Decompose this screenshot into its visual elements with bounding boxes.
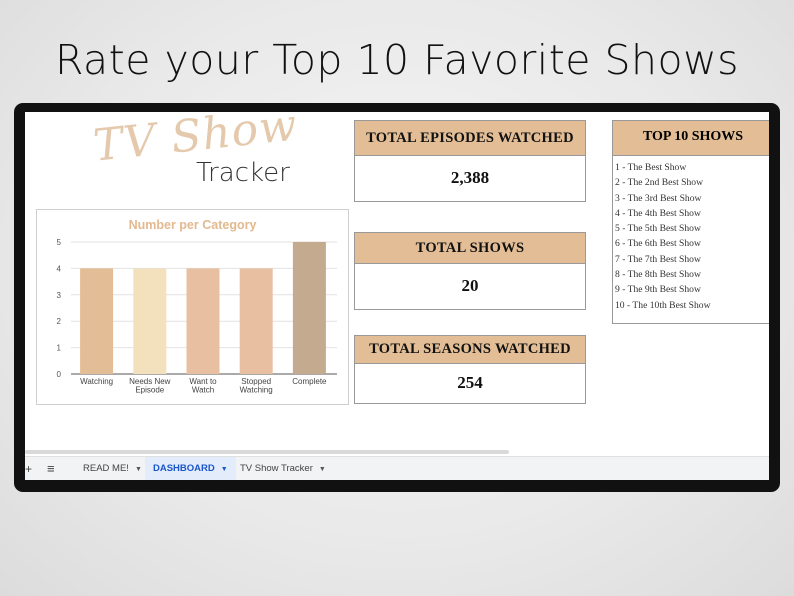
- top10-item: 8 - The 8th Best Show: [615, 269, 701, 281]
- y-tick-label: 1: [57, 344, 62, 353]
- caret-down-icon: ▼: [220, 466, 228, 473]
- y-tick-label: 2: [57, 317, 62, 326]
- top10-item: 9 - The 9th Best Show: [615, 284, 701, 296]
- category-chart[interactable]: Number per Category 0 1 2 3 4 5 Watching Needs …: [36, 209, 349, 405]
- top10-item: 6 - The 6th Best Show: [615, 238, 701, 250]
- x-tick-label: Want to: [189, 377, 217, 386]
- tab-dashboard[interactable]: DASHBOARD ▼: [145, 457, 236, 480]
- tab-read-me[interactable]: READ ME! ▼: [75, 457, 150, 480]
- y-tick-label: 3: [57, 291, 62, 300]
- tab-label: DASHBOARD: [153, 463, 215, 474]
- total-seasons-label: TOTAL SEASONS WATCHED: [355, 336, 585, 364]
- tab-label: TV Show Tracker: [240, 463, 313, 474]
- top10-list: 1 - The Best Show 2 - The 2nd Best Show …: [613, 156, 769, 313]
- bar: [292, 242, 326, 374]
- top10-item: 7 - The 7th Best Show: [615, 253, 701, 265]
- y-tick-label: 0: [57, 370, 62, 379]
- caret-down-icon: ▼: [318, 466, 326, 473]
- spreadsheet-screen: TV Show Tracker Number per Category 0 1 2 3…: [25, 112, 769, 480]
- x-tick-label: Episode: [135, 386, 164, 395]
- top10-item: 3 - The 3rd Best Show: [615, 192, 702, 204]
- headline: Rate your Top 10 Favorite Shows: [54, 36, 740, 84]
- total-shows-card[interactable]: TOTAL SHOWS 20: [354, 232, 586, 310]
- total-episodes-label: TOTAL EPISODES WATCHED: [355, 121, 585, 156]
- x-tick-label: Watching: [240, 386, 273, 395]
- bar: [80, 268, 114, 374]
- top10-card[interactable]: TOP 10 SHOWS 1 - The Best Show 2 - The 2…: [612, 120, 769, 324]
- total-episodes-value: 2,388: [450, 168, 490, 187]
- bar: [239, 268, 273, 374]
- sheet-tab-bar: + ≡ READ ME! ▼ DASHBOARD ▼ TV Show Tracker…: [25, 456, 769, 480]
- x-tick-label: Watch: [192, 386, 214, 395]
- caret-down-icon: ▼: [134, 466, 142, 473]
- total-episodes-card[interactable]: TOTAL EPISODES WATCHED 2,388: [354, 120, 586, 202]
- bar: [133, 268, 167, 374]
- total-seasons-card[interactable]: TOTAL SEASONS WATCHED 254: [354, 335, 586, 404]
- tab-tv-show-tracker[interactable]: TV Show Tracker ▼: [232, 457, 334, 480]
- top10-title: TOP 10 SHOWS: [613, 121, 769, 156]
- x-tick-label: Stopped: [241, 377, 271, 386]
- all-sheets-menu-icon[interactable]: ≡: [47, 461, 55, 476]
- x-tick-label: Watching: [80, 377, 113, 386]
- bar: [186, 268, 220, 374]
- x-tick-label: Complete: [292, 377, 327, 386]
- y-tick-label: 5: [57, 238, 62, 247]
- top10-item: 4 - The 4th Best Show: [615, 207, 701, 219]
- total-shows-value: 20: [461, 276, 479, 295]
- chart-title: Number per Category: [128, 218, 257, 232]
- top10-item: 2 - The 2nd Best Show: [615, 177, 704, 189]
- top10-item: 5 - The 5th Best Show: [615, 223, 701, 235]
- y-tick-label: 4: [57, 264, 62, 273]
- total-shows-label: TOTAL SHOWS: [355, 233, 585, 264]
- total-seasons-value: 254: [457, 373, 483, 392]
- x-tick-label: Needs New: [129, 377, 171, 386]
- add-sheet-icon[interactable]: +: [25, 462, 33, 476]
- top10-item: 1 - The Best Show: [615, 162, 687, 173]
- tab-label: READ ME!: [83, 463, 129, 474]
- horizontal-scrollbar[interactable]: [25, 450, 509, 454]
- top10-item: 10 - The 10th Best Show: [615, 299, 711, 311]
- logo-tracker-text: Tracker: [196, 158, 290, 188]
